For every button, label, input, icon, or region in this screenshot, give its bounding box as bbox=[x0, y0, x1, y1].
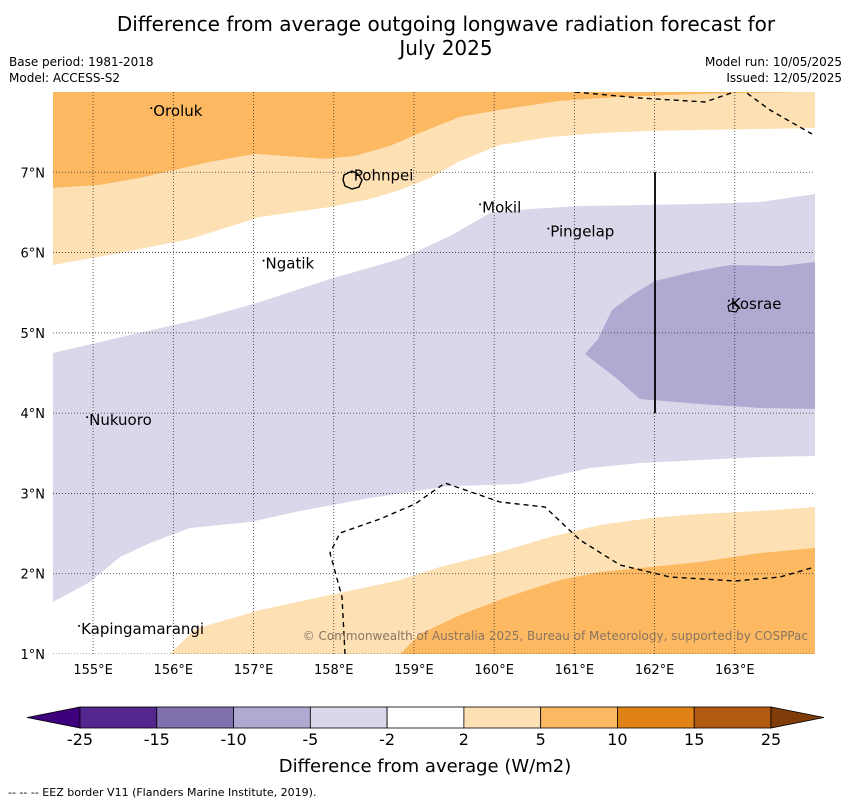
longitude-tick-labels: 155°E 156°E 157°E 158°E 159°E 160°E 161°E 162°E… bbox=[73, 663, 754, 678]
colorbar-tick-label: -2 bbox=[379, 730, 395, 749]
model-run-text: Model run: 10/05/2025 bbox=[704, 55, 842, 69]
place-marker bbox=[547, 227, 550, 230]
lat-tick-label: 4°N bbox=[21, 407, 46, 422]
place-label: Kosrae bbox=[731, 295, 782, 313]
lon-tick-label: 156°E bbox=[154, 663, 194, 678]
kosrae-island-outline bbox=[727, 301, 740, 313]
issued-text: Issued: 12/05/2025 bbox=[726, 71, 842, 85]
lat-tick-label: 7°N bbox=[21, 166, 46, 181]
gridlines bbox=[53, 92, 815, 654]
eez-borders bbox=[329, 92, 815, 654]
map-area: Oroluk Pohnpei Mokil Pingelap Ngatik Kosrae Nu… bbox=[53, 92, 815, 654]
colorbar-tick-label: 2 bbox=[459, 730, 469, 749]
colorbar-under-triangle bbox=[26, 706, 81, 729]
place-marker bbox=[350, 171, 353, 174]
colorbar-segment bbox=[233, 706, 311, 729]
place-label: Kapingamarangi bbox=[81, 620, 204, 638]
eez-border-north bbox=[574, 92, 737, 103]
place-marker bbox=[78, 624, 81, 627]
place-marker bbox=[262, 259, 265, 262]
lon-tick-label: 161°E bbox=[555, 663, 595, 678]
lon-tick-label: 162°E bbox=[635, 663, 675, 678]
latitude-tick-labels: 1°N 2°N 3°N 4°N 5°N 6°N 7°N bbox=[21, 166, 46, 663]
colorbar-over-triangle bbox=[770, 706, 825, 729]
colorbar-tick-label: -25 bbox=[67, 730, 93, 749]
lat-tick-label: 6°N bbox=[21, 247, 46, 262]
metadata-right: Model run: 10/05/2025 Issued: 12/05/2025 bbox=[705, 54, 842, 86]
lon-tick-label: 163°E bbox=[715, 663, 755, 678]
chart-title: Difference from average outgoing longwav… bbox=[0, 12, 850, 60]
colorbar: -25 -15 -10 -5 -2 2 5 10 15 25 bbox=[26, 706, 825, 749]
place-marker bbox=[727, 299, 730, 302]
base-period-text: Base period: 1981-2018 bbox=[9, 55, 154, 69]
lat-tick-label: 1°N bbox=[21, 648, 46, 663]
colorbar-segment bbox=[386, 706, 465, 729]
colorbar-segment bbox=[617, 706, 695, 729]
place-label: Mokil bbox=[482, 198, 521, 216]
lon-tick-label: 160°E bbox=[474, 663, 514, 678]
title-line-2: July 2025 bbox=[399, 36, 493, 60]
lat-tick-label: 2°N bbox=[21, 568, 46, 583]
anomaly-region-north-5-10 bbox=[53, 92, 815, 188]
place-marker bbox=[86, 416, 89, 419]
colorbar-tick-label: 25 bbox=[761, 730, 781, 749]
colorbar-label: Difference from average (W/m2) bbox=[279, 756, 571, 777]
colorbar-segment bbox=[79, 706, 158, 729]
anomaly-region-minus-5-2 bbox=[53, 194, 815, 602]
anomaly-region-north-2-5 bbox=[53, 92, 815, 265]
colorbar-tick-label: -15 bbox=[144, 730, 170, 749]
colorbar-segment bbox=[463, 706, 542, 729]
copyright-text: © Commonwealth of Australia 2025, Bureau… bbox=[303, 629, 808, 643]
eez-footnote: -- -- -- EEZ border V11 (Flanders Marine… bbox=[8, 786, 317, 799]
colorbar-tick-label: 15 bbox=[684, 730, 704, 749]
colorbar-tick-label: 10 bbox=[607, 730, 627, 749]
colorbar-tick-label: 5 bbox=[536, 730, 546, 749]
colorbar-segment bbox=[540, 706, 618, 729]
eez-border-northeast bbox=[744, 92, 813, 135]
colorbar-tick-label: -5 bbox=[302, 730, 318, 749]
lon-tick-label: 155°E bbox=[73, 663, 113, 678]
place-label: Pingelap bbox=[550, 223, 614, 241]
pohnpei-island-outline bbox=[342, 170, 363, 190]
anomaly-region-south-5-10 bbox=[400, 548, 815, 654]
anomaly-region-minus-10-5 bbox=[585, 262, 815, 409]
place-label: Pohnpei bbox=[354, 166, 414, 184]
colorbar-segment bbox=[156, 706, 234, 729]
colorbar-tick-label: -10 bbox=[220, 730, 246, 749]
lat-tick-label: 5°N bbox=[21, 327, 46, 342]
place-label: Nukuoro bbox=[89, 411, 152, 429]
model-text: Model: ACCESS-S2 bbox=[9, 71, 121, 85]
lat-tick-label: 3°N bbox=[21, 487, 46, 502]
place-label: Oroluk bbox=[153, 102, 202, 120]
eez-border-south bbox=[329, 482, 815, 654]
lon-tick-label: 157°E bbox=[234, 663, 274, 678]
metadata-left: Base period: 1981-2018 Model: ACCESS-S2 bbox=[9, 54, 154, 86]
place-label: Ngatik bbox=[266, 255, 315, 273]
place-marker bbox=[150, 107, 153, 110]
colorbar-segment bbox=[309, 706, 388, 729]
colorbar-segment bbox=[693, 706, 772, 729]
title-line-1: Difference from average outgoing longwav… bbox=[116, 12, 776, 36]
lon-tick-label: 158°E bbox=[314, 663, 354, 678]
lon-tick-label: 159°E bbox=[394, 663, 434, 678]
place-labels: Oroluk Pohnpei Mokil Pingelap Ngatik Kosrae Nu… bbox=[78, 102, 781, 638]
place-marker bbox=[479, 203, 482, 206]
